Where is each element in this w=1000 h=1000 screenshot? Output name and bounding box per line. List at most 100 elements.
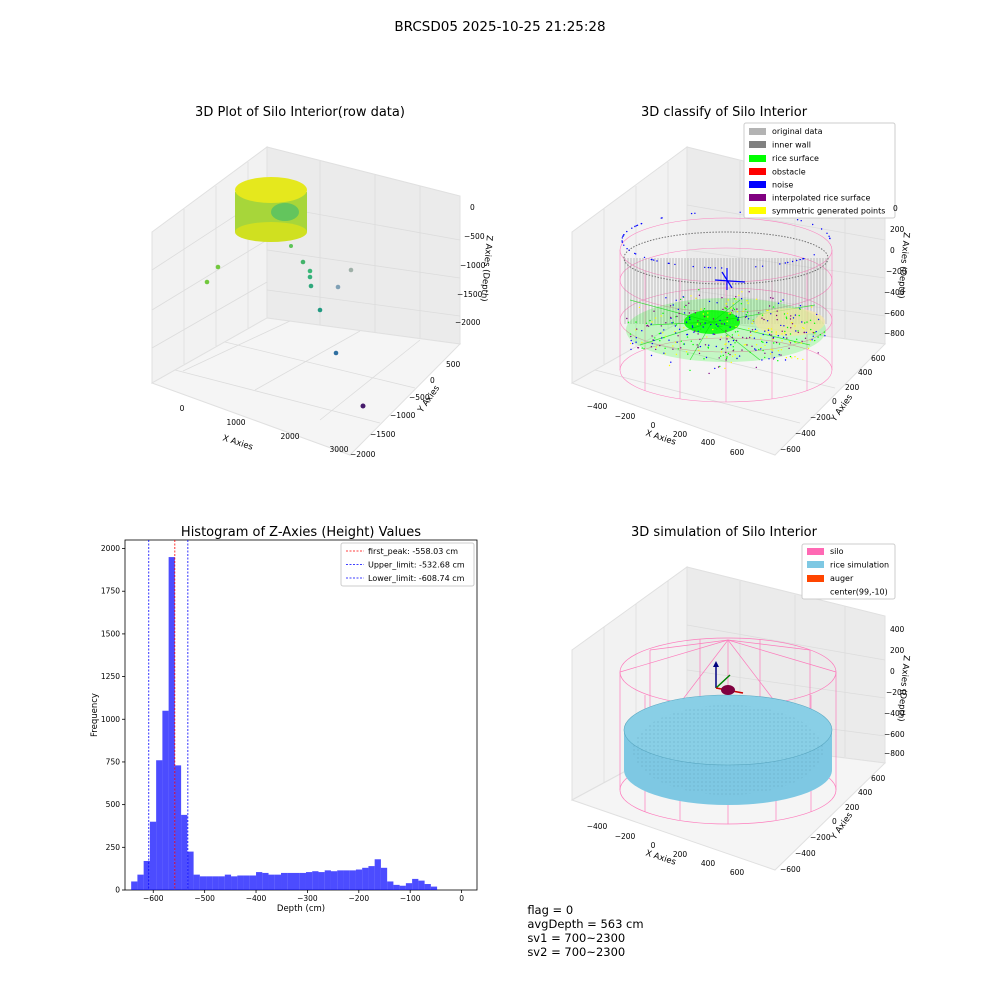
svg-text:600: 600 bbox=[871, 774, 886, 783]
classify-point bbox=[721, 297, 723, 299]
classify-point bbox=[677, 335, 679, 337]
histogram-bar bbox=[362, 867, 369, 890]
classify-point bbox=[650, 346, 653, 348]
classify-rim-point bbox=[623, 244, 625, 246]
classify-point bbox=[764, 330, 766, 332]
classify-point bbox=[781, 340, 783, 342]
classify-point bbox=[741, 291, 743, 293]
classify-point bbox=[749, 351, 751, 354]
svg-text:200: 200 bbox=[845, 383, 860, 392]
panel2-z-ticks: 0 200 0 −200 −400 −600 −800 bbox=[884, 204, 907, 338]
classify-point bbox=[797, 358, 799, 360]
classify-point bbox=[764, 352, 766, 354]
classify-point bbox=[770, 313, 772, 315]
classify-point bbox=[732, 346, 734, 348]
panel2-z-label: Z Axies (Depth) bbox=[895, 232, 911, 299]
svg-text:500: 500 bbox=[446, 360, 461, 369]
classify-symmetric-zone bbox=[755, 308, 825, 336]
panel4-legend: silo rice simulation auger center(99,-10… bbox=[801, 543, 896, 600]
classify-point bbox=[754, 348, 756, 350]
classify-point bbox=[651, 335, 653, 337]
histogram-y-tick-label: 0 bbox=[115, 886, 120, 895]
panel-histogram: Histogram of Z-Axies (Height) Values −60… bbox=[90, 525, 478, 914]
histogram-legend: first_peak: -558.03 cm Upper_limit: -532… bbox=[340, 542, 475, 587]
classify-point bbox=[719, 338, 721, 341]
classify-point bbox=[677, 308, 679, 311]
classify-point bbox=[797, 331, 799, 334]
classify-point bbox=[756, 330, 758, 332]
classify-point bbox=[803, 331, 806, 333]
classify-point bbox=[675, 324, 678, 326]
classify-point bbox=[702, 323, 705, 325]
classify-point bbox=[630, 348, 632, 351]
classify-point bbox=[736, 308, 738, 310]
classify-point bbox=[718, 357, 720, 359]
classify-rim-point bbox=[692, 265, 694, 268]
classify-point bbox=[693, 331, 695, 333]
panel1-pane-back bbox=[266, 146, 461, 345]
classify-point bbox=[722, 347, 724, 350]
classify-point bbox=[761, 314, 764, 316]
classify-point bbox=[636, 328, 638, 330]
raw-silo-bottom bbox=[235, 222, 307, 242]
classify-point bbox=[714, 327, 716, 329]
classify-point bbox=[668, 339, 670, 341]
classify-point bbox=[782, 299, 784, 301]
classify-point bbox=[627, 321, 630, 323]
classify-point bbox=[702, 309, 705, 312]
classify-point bbox=[708, 344, 710, 346]
classify-point bbox=[748, 327, 750, 330]
classify-point bbox=[778, 343, 781, 345]
panel1-title: 3D Plot of Silo Interior(row data) bbox=[195, 105, 405, 120]
panel4-y-label: Y Axies bbox=[829, 810, 856, 842]
histogram-bar bbox=[168, 557, 175, 890]
classify-point bbox=[745, 343, 747, 346]
classify-point bbox=[736, 311, 738, 313]
classify-point bbox=[660, 315, 662, 317]
classify-point bbox=[714, 367, 716, 370]
svg-text:200: 200 bbox=[673, 430, 688, 439]
svg-text:400: 400 bbox=[701, 859, 716, 868]
classify-point bbox=[823, 331, 826, 333]
histogram-bar bbox=[380, 867, 388, 890]
histogram-bar bbox=[143, 860, 150, 890]
classify-point bbox=[699, 323, 702, 325]
classify-point bbox=[678, 312, 680, 315]
svg-text:center(99,-10): center(99,-10) bbox=[830, 588, 888, 597]
svg-text:200: 200 bbox=[845, 803, 860, 812]
histogram-threshold-lines bbox=[148, 540, 189, 890]
classify-point bbox=[738, 294, 740, 297]
classify-point bbox=[691, 325, 694, 327]
svg-text:0: 0 bbox=[430, 376, 435, 385]
classify-point bbox=[752, 320, 755, 322]
classify-point bbox=[707, 316, 709, 318]
classify-rim-point bbox=[812, 223, 814, 226]
legend-swatch-noise bbox=[749, 181, 766, 188]
classify-point bbox=[806, 321, 808, 323]
svg-text:rice simulation: rice simulation bbox=[830, 561, 889, 570]
histogram-bar bbox=[287, 872, 294, 890]
classify-point bbox=[751, 329, 754, 331]
classify-point bbox=[761, 317, 763, 319]
classify-point bbox=[732, 307, 735, 309]
raw-outlier-points bbox=[204, 244, 366, 409]
classify-point bbox=[748, 291, 750, 293]
classify-point bbox=[690, 295, 692, 297]
avg-depth-status: avgDepth = 563 cm bbox=[527, 917, 644, 931]
classify-point bbox=[781, 330, 783, 332]
classify-rim-point bbox=[799, 258, 801, 261]
legend-swatch-symmetric bbox=[749, 207, 766, 214]
classify-point bbox=[745, 337, 748, 339]
classify-point bbox=[772, 337, 774, 339]
sv1-status: sv1 = 700~2300 bbox=[527, 931, 626, 945]
classify-point bbox=[761, 359, 763, 361]
classify-point bbox=[685, 351, 688, 353]
panel1-pane-floor bbox=[150, 317, 462, 456]
panel2-y-ticks: 600 400 200 0 −200 −400 −600 bbox=[780, 354, 886, 454]
classify-point bbox=[746, 344, 748, 346]
svg-text:600: 600 bbox=[871, 354, 886, 363]
classify-point bbox=[813, 322, 816, 324]
classify-point bbox=[783, 313, 786, 315]
classify-point bbox=[672, 345, 674, 347]
classify-point bbox=[819, 333, 822, 336]
